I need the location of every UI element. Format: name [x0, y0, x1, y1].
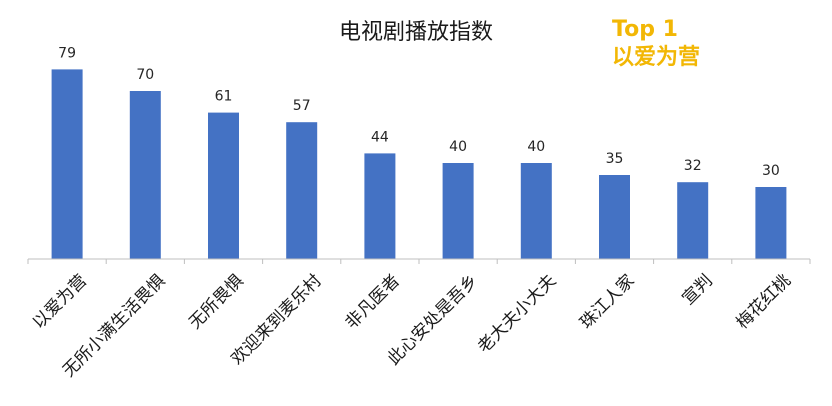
top1-annotation: Top 1 以爱为营: [612, 16, 700, 72]
bar-10: [755, 187, 787, 259]
chart-title: 电视剧播放指数: [338, 20, 493, 45]
category-label-9: 宣判: [679, 271, 717, 309]
bar-8: [599, 175, 630, 259]
top1-title: 以爱为营: [612, 45, 701, 70]
value-label-5: 44: [371, 129, 389, 145]
value-label-1: 79: [58, 45, 76, 61]
value-label-6: 40: [449, 139, 467, 155]
bar-9: [677, 182, 709, 259]
value-label-2: 70: [136, 67, 154, 83]
value-label-10: 30: [762, 163, 780, 179]
bar-6: [442, 163, 474, 259]
axis-ticks: [27, 259, 811, 264]
value-label-4: 57: [293, 98, 311, 114]
category-label-7: 老大夫小大夫: [474, 271, 560, 357]
top1-label: Top 1: [612, 17, 678, 42]
value-label-9: 32: [684, 158, 702, 174]
value-label-7: 40: [527, 139, 545, 155]
value-labels: 79 70 61 57 44 40 40 35 32 30: [58, 45, 780, 179]
bar-7: [520, 163, 552, 259]
bar-2: [129, 91, 161, 259]
category-label-10: 梅花红桃: [733, 271, 795, 333]
bar-1: [51, 69, 83, 260]
category-label-1: 以爱为营: [29, 271, 91, 333]
bar-5: [364, 153, 396, 259]
value-label-8: 35: [606, 151, 624, 167]
bars-group: [51, 69, 787, 260]
category-label-8: 珠江人家: [576, 271, 638, 333]
category-label-3: 无所畏惧: [185, 271, 247, 333]
bar-4: [286, 122, 318, 259]
category-label-5: 非凡医者: [342, 271, 404, 333]
value-label-3: 61: [215, 89, 233, 105]
bar-3: [208, 112, 239, 259]
